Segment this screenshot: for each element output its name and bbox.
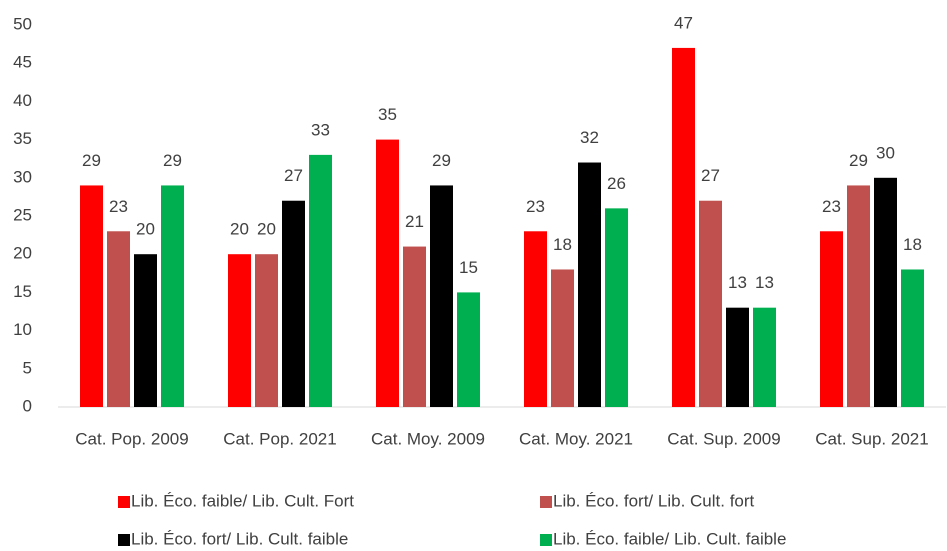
data-label: 18 [903,235,922,254]
bar [255,254,278,407]
data-label: 20 [230,220,249,239]
bar [726,307,749,407]
bar [457,292,480,407]
bar [672,47,695,408]
data-label: 20 [136,220,155,239]
data-label: 29 [82,151,101,170]
legend-swatch [118,534,130,546]
legend-label: Lib. Éco. faible/ Lib. Cult. faible [553,529,786,548]
data-label: 35 [378,105,397,124]
y-tick-label: 25 [13,205,32,224]
y-tick-label: 15 [13,282,32,301]
data-label: 23 [526,197,545,216]
bar [403,246,426,407]
data-label: 15 [459,258,478,277]
x-tick-label: Cat. Sup. 2009 [667,429,780,448]
legend-label: Lib. Éco. fort/ Lib. Cult. faible [131,529,348,548]
data-label: 13 [728,273,747,292]
x-tick-label: Cat. Moy. 2021 [519,429,633,448]
data-label: 30 [876,143,895,162]
data-label: 32 [580,128,599,147]
bar [80,185,103,407]
data-label: 23 [109,197,128,216]
data-label: 29 [849,151,868,170]
y-tick-label: 40 [13,91,32,110]
data-label: 47 [674,13,693,32]
y-tick-label: 35 [13,129,32,148]
y-tick-label: 5 [23,358,32,377]
data-label: 29 [163,151,182,170]
x-tick-label: Cat. Pop. 2021 [223,429,336,448]
legend-label: Lib. Éco. faible/ Lib. Cult. Fort [131,491,354,510]
bar [820,231,843,407]
data-label: 21 [405,212,424,231]
bar [430,185,453,407]
x-tick-label: Cat. Moy. 2009 [371,429,485,448]
bar [605,208,628,407]
y-tick-label: 45 [13,53,32,72]
data-label: 33 [311,120,330,139]
bar [376,139,399,407]
data-label: 18 [553,235,572,254]
bar [107,231,130,407]
data-label: 23 [822,197,841,216]
y-tick-label: 10 [13,320,32,339]
bar [699,200,722,407]
bar [847,185,870,407]
bar [309,154,332,407]
data-label: 27 [284,166,303,185]
data-label: 20 [257,220,276,239]
bar [134,254,157,407]
x-tick-label: Cat. Sup. 2021 [815,429,928,448]
bar [874,177,897,407]
bar [578,162,601,407]
bar [282,200,305,407]
data-label: 29 [432,151,451,170]
legend-swatch [540,496,552,508]
y-tick-label: 50 [13,14,32,33]
y-tick-label: 30 [13,167,32,186]
legend-label: Lib. Éco. fort/ Lib. Cult. fort [553,491,755,510]
bar [524,231,547,407]
bar [901,269,924,407]
legend-swatch [118,496,130,508]
legend-swatch [540,534,552,546]
x-tick-label: Cat. Pop. 2009 [75,429,188,448]
bar [551,269,574,407]
data-label: 26 [607,174,626,193]
bar [228,254,251,407]
y-tick-label: 0 [23,396,32,415]
bar [161,185,184,407]
y-tick-label: 20 [13,244,32,263]
bar [753,307,776,407]
data-label: 13 [755,273,774,292]
data-label: 27 [701,166,720,185]
